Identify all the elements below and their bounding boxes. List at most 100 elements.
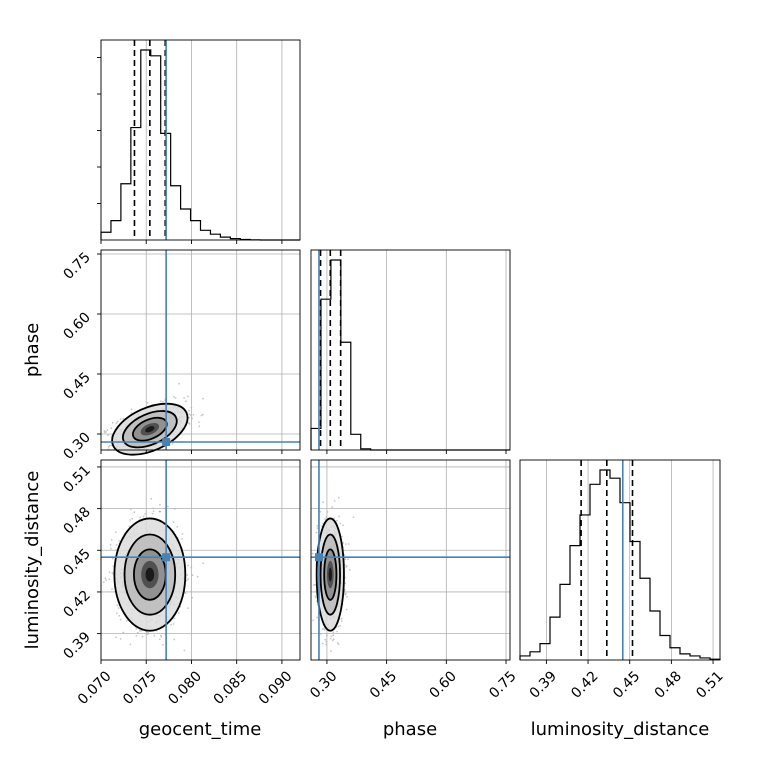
sample-point xyxy=(159,634,162,637)
sample-point xyxy=(133,511,136,514)
x-tick-label: 0.070 xyxy=(75,668,115,708)
sample-point xyxy=(187,395,189,398)
x-tick-label: 0.080 xyxy=(165,668,205,708)
x-tick-label: 0.090 xyxy=(256,668,296,708)
sample-point xyxy=(342,524,344,527)
sample-point xyxy=(187,607,189,609)
sample-point xyxy=(200,414,203,417)
sample-point xyxy=(109,543,112,546)
sample-point xyxy=(162,401,164,403)
sample-point xyxy=(104,577,107,580)
sample-point xyxy=(185,400,187,403)
sample-point xyxy=(111,588,113,590)
sample-point xyxy=(312,619,314,622)
y-tick-label: 0.39 xyxy=(60,629,93,662)
sample-point xyxy=(322,627,325,630)
y-tick-label: 0.75 xyxy=(60,250,93,283)
y-tick-label: 0.30 xyxy=(60,430,93,463)
sample-point xyxy=(336,519,338,522)
sample-point xyxy=(167,505,169,508)
sample-point xyxy=(344,593,347,596)
sample-point xyxy=(337,625,340,628)
hist-phase-frame xyxy=(310,249,511,451)
sample-point xyxy=(111,572,114,574)
sample-point xyxy=(345,566,347,568)
sample-point xyxy=(330,650,332,652)
sample-point xyxy=(321,628,324,630)
sample-point xyxy=(150,497,153,500)
sample-point xyxy=(184,592,187,594)
sample-point xyxy=(146,401,149,404)
x-tick-label: 0.60 xyxy=(427,668,460,701)
sample-point xyxy=(337,496,340,499)
sample-point xyxy=(314,595,317,598)
sample-point xyxy=(333,517,336,520)
sample-point xyxy=(106,429,109,431)
y-tick-label: 0.45 xyxy=(60,370,93,403)
sample-point xyxy=(315,596,317,599)
sample-point xyxy=(108,444,111,447)
sample-point xyxy=(115,636,117,639)
sample-point xyxy=(119,418,122,420)
sample-point xyxy=(347,543,350,545)
sample-point xyxy=(314,584,317,586)
sample-point xyxy=(342,542,344,544)
sample-point xyxy=(158,510,161,513)
sample-point xyxy=(338,515,340,518)
x-tick-label: 0.085 xyxy=(211,668,251,708)
hist-geocent_time-frame xyxy=(100,39,301,241)
x-axis-label-phase: phase xyxy=(383,719,437,740)
sample-point xyxy=(103,430,106,432)
sample-point xyxy=(107,434,109,437)
sample-point xyxy=(331,639,334,642)
sample-point xyxy=(110,538,113,541)
sample-point xyxy=(347,558,349,560)
sample-point xyxy=(153,634,156,637)
sample-point xyxy=(348,569,351,571)
sample-point xyxy=(152,510,155,513)
sample-point xyxy=(188,409,190,412)
x-tick-label: 0.45 xyxy=(610,668,643,701)
sample-point xyxy=(108,571,111,573)
sample-point xyxy=(129,519,132,521)
sample-point xyxy=(313,584,315,586)
sample-point xyxy=(315,531,318,534)
hist-luminosity_distance-bars xyxy=(519,469,721,660)
x-tick-label: 0.39 xyxy=(527,668,560,701)
sample-point xyxy=(187,578,190,580)
density-contour xyxy=(145,426,155,433)
sample-point xyxy=(191,574,194,576)
sample-point xyxy=(332,638,335,641)
sample-point xyxy=(324,518,327,520)
sample-point xyxy=(340,617,343,620)
sample-point xyxy=(321,642,324,645)
sample-point xyxy=(198,421,200,423)
sample-point xyxy=(339,625,342,627)
joint-geocent_time-luminosity_distance-frame xyxy=(100,459,301,661)
sample-point xyxy=(323,628,326,631)
hist-geocent_time-grid xyxy=(100,40,283,240)
sample-point xyxy=(311,552,314,555)
sample-point xyxy=(108,578,111,581)
sample-point xyxy=(111,557,114,560)
sample-point xyxy=(345,543,347,545)
sample-point xyxy=(339,522,342,525)
sample-point xyxy=(202,397,204,400)
text-layer: 0.070 0.075 0.080 0.085 0.090 0.30 0.45 0.60 0.7… xyxy=(22,250,727,740)
sample-point xyxy=(144,513,147,515)
sample-point xyxy=(118,540,121,542)
sample-point xyxy=(159,510,162,513)
y-tick-label: 0.48 xyxy=(60,504,93,537)
sample-point xyxy=(344,558,347,561)
hist-luminosity_distance-frame xyxy=(519,459,721,661)
sample-point xyxy=(159,503,161,506)
truth-marker xyxy=(162,438,171,446)
sample-point xyxy=(138,629,141,632)
sample-point xyxy=(331,506,334,509)
sample-point xyxy=(330,635,333,638)
x-tick-label: 0.48 xyxy=(652,668,685,701)
sample-point xyxy=(316,524,319,527)
sample-point xyxy=(336,642,339,644)
sample-point xyxy=(316,527,319,529)
